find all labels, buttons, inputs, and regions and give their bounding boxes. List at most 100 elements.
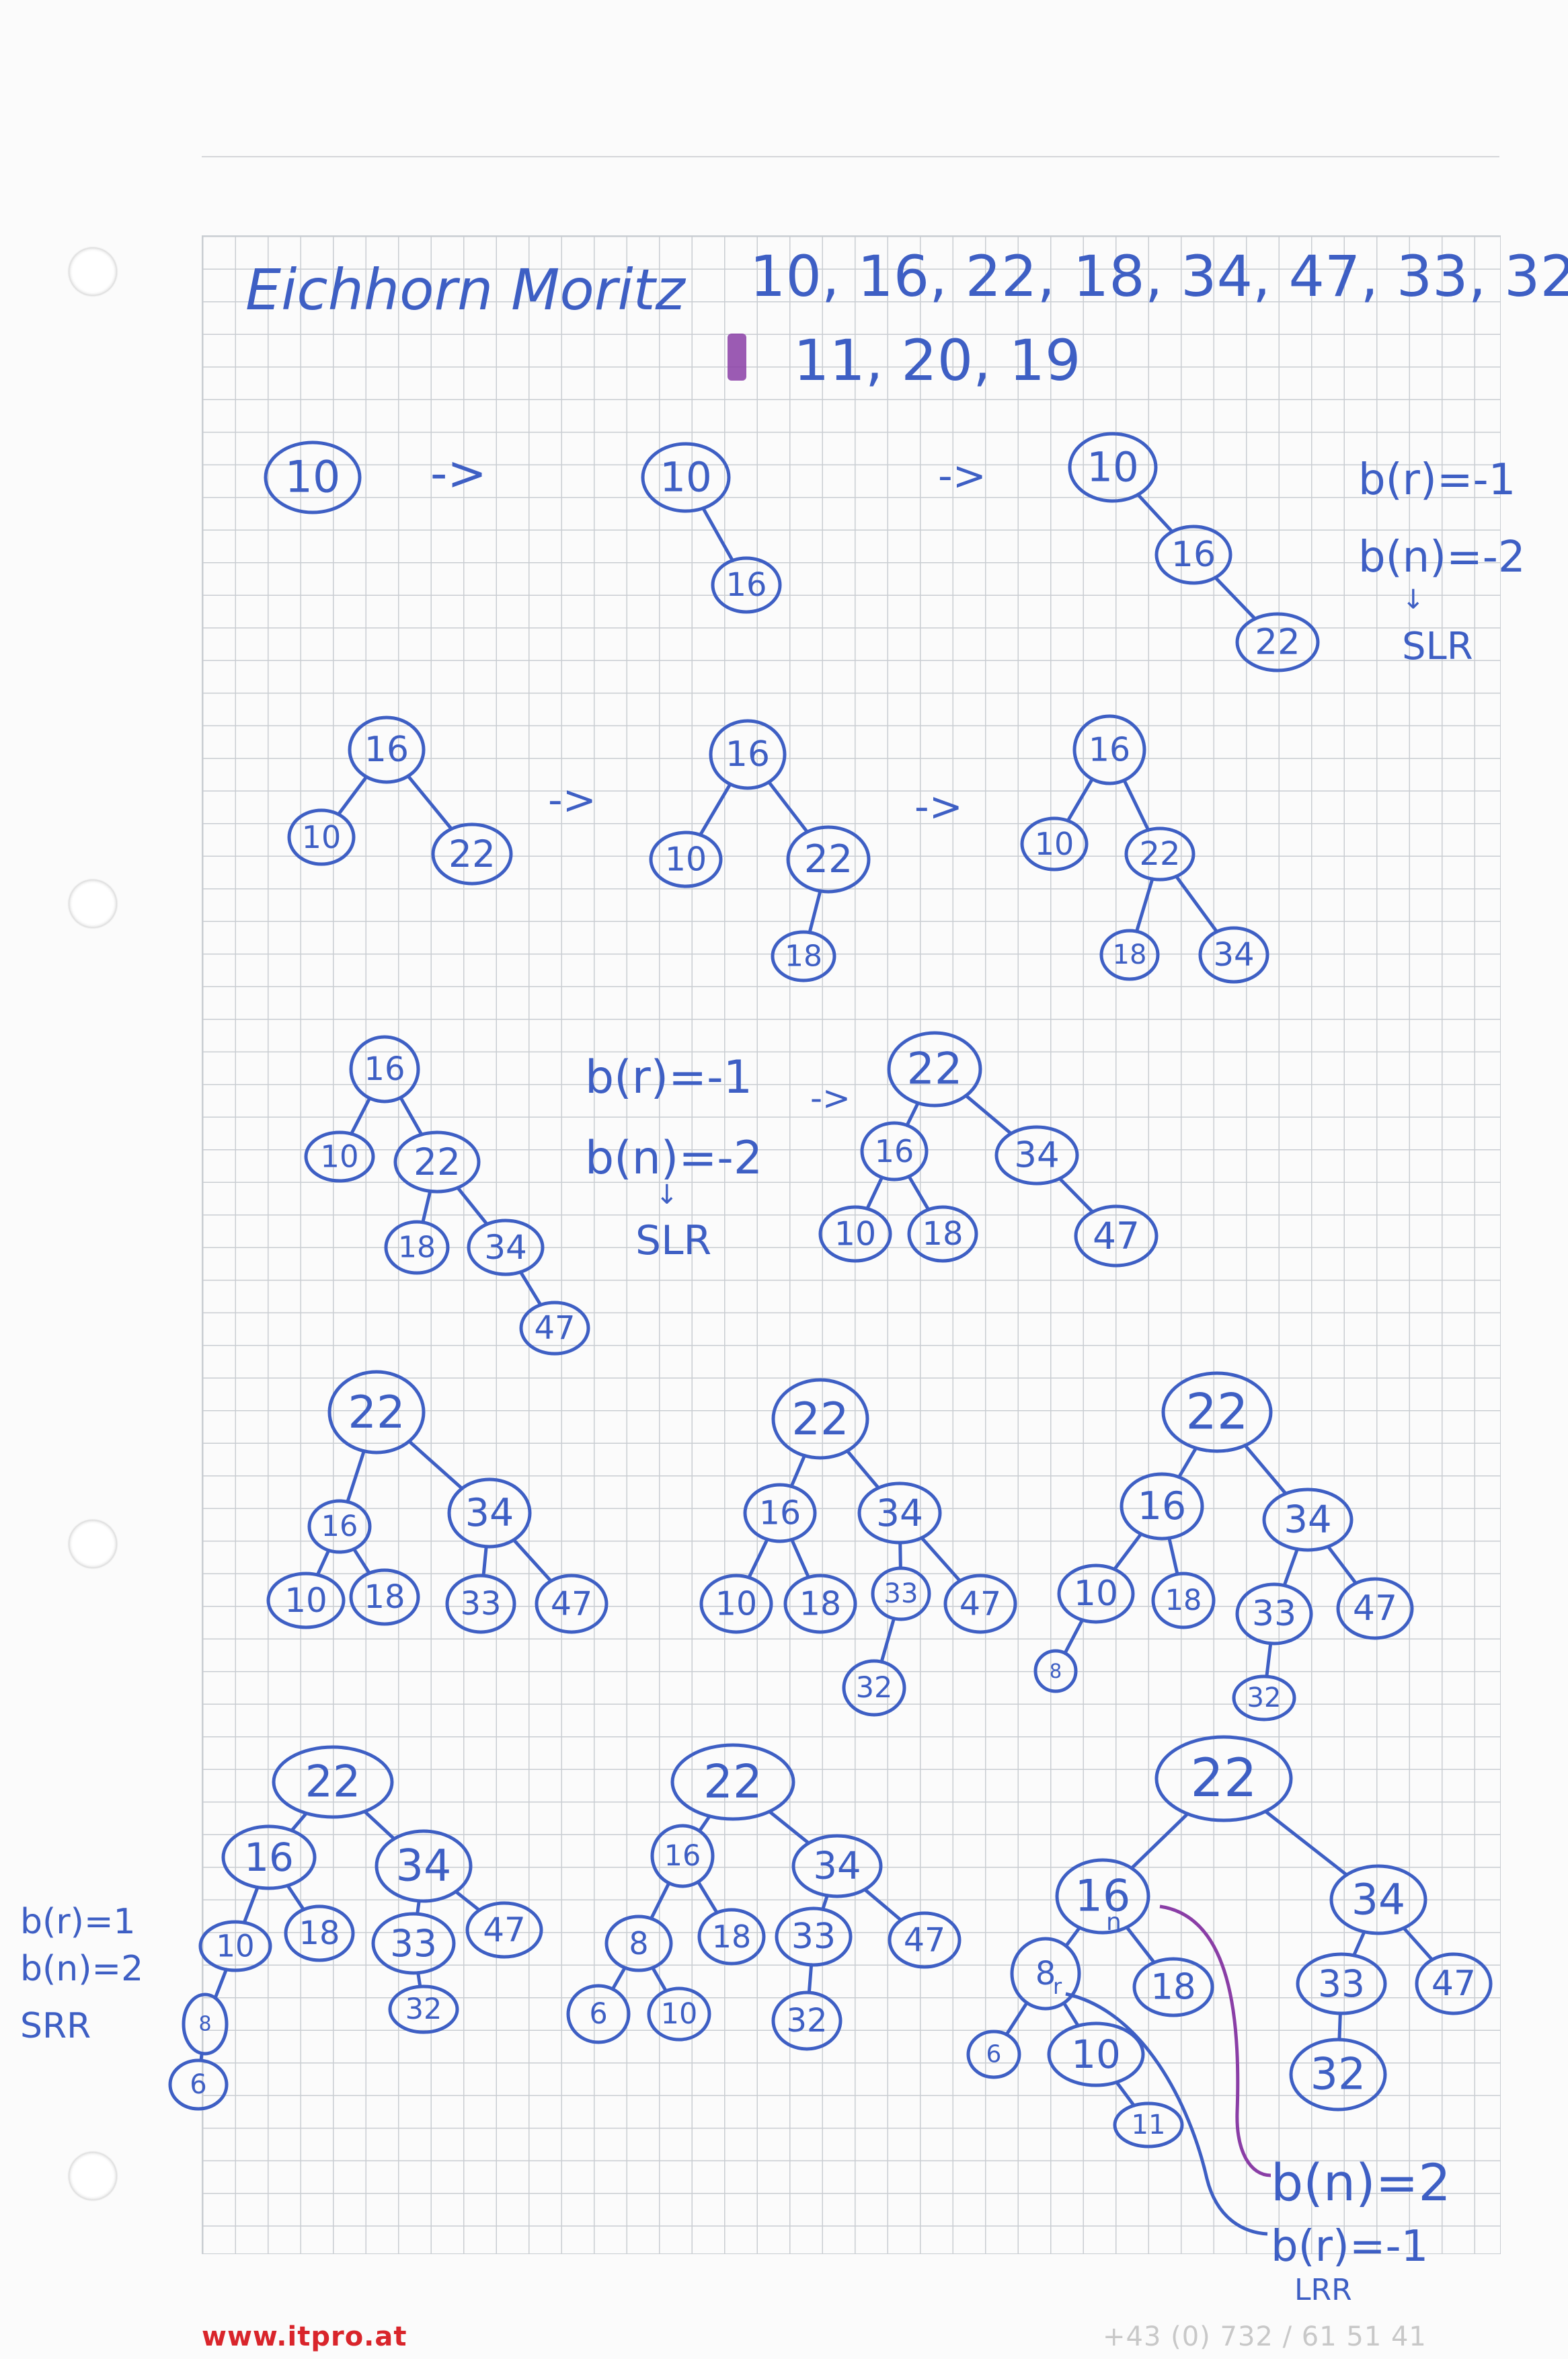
- node-circle: [287, 808, 356, 866]
- node-circle: [1415, 1952, 1493, 2015]
- tree-diagram: 16 10 22 18 34: [1020, 714, 1269, 984]
- tree-edge: [807, 1963, 814, 1995]
- balance-r-2: b(r)=-1: [585, 1051, 752, 1104]
- tree-node: 33: [1296, 1952, 1387, 2015]
- node-label: 18: [712, 1919, 752, 1955]
- node-label: 22: [703, 1755, 762, 1809]
- node-circle: [860, 1121, 929, 1182]
- node-label: 32: [405, 1993, 442, 2026]
- tree-node: 18: [907, 1205, 978, 1263]
- node-circle: [388, 1984, 459, 2034]
- tree-edge: [920, 1536, 962, 1583]
- tree-node: 34: [857, 1481, 942, 1545]
- tree-diagram: 10 16: [641, 442, 782, 614]
- sequence-line-1: 10, 16, 22, 18, 34, 47, 33, 32, 8, 6,: [750, 243, 1568, 309]
- tree-node: 18: [783, 1574, 857, 1634]
- tree-edge: [1265, 1641, 1273, 1678]
- node-label: 34: [1284, 1498, 1331, 1542]
- node-label: 6: [190, 2069, 206, 2100]
- node-circle: [266, 1572, 346, 1629]
- balance-n-2: b(n)=-2: [585, 1132, 762, 1185]
- node-circle: [1074, 1204, 1159, 1268]
- node-circle: [1296, 1952, 1387, 2015]
- node-circle: [1057, 1563, 1135, 1624]
- node-circle: [791, 1834, 883, 1898]
- node-circle: [168, 2058, 229, 2111]
- tree-edge: [1058, 1177, 1095, 1214]
- punch-hole: [69, 247, 117, 296]
- node-label: 22: [348, 1386, 405, 1438]
- tree-node: 34: [447, 1477, 532, 1549]
- tree-node: 47: [1336, 1577, 1414, 1640]
- tree-edge: [1177, 1446, 1198, 1479]
- node-label: 10: [320, 1139, 358, 1175]
- tree-node: 16: [1154, 525, 1232, 585]
- tree-node: 10: [641, 442, 731, 513]
- node-circle: [699, 1574, 773, 1634]
- node-label: 47: [483, 1910, 526, 1949]
- tree-node: 6: [566, 1984, 631, 2044]
- tree-node: 16: [709, 719, 787, 790]
- tree-diagram: 22 16 34 10 18 47: [818, 1031, 1159, 1268]
- tree-edge: [863, 1888, 903, 1922]
- tree-edge: [407, 1439, 464, 1490]
- tree-edge: [698, 782, 732, 837]
- node-label: 47: [904, 1921, 945, 1960]
- node-circle: [349, 1035, 420, 1104]
- tree-edge: [315, 1548, 331, 1577]
- node-label: 18: [364, 1578, 405, 1616]
- tree-edge: [1326, 1545, 1358, 1585]
- node-label: 11: [1132, 2110, 1166, 2140]
- tree-node: 22: [670, 1743, 795, 1821]
- tree-node: 16: [1072, 714, 1146, 785]
- footer-phone: +43 (0) 732 / 61 51 41: [1103, 2321, 1427, 2352]
- node-circle: [1010, 1937, 1081, 2011]
- node-circle: [604, 1915, 673, 1972]
- node-circle: [711, 556, 782, 614]
- tree-edge: [790, 1538, 810, 1579]
- node-label: 10: [1087, 444, 1139, 492]
- node-circle: [1329, 1864, 1427, 1935]
- tree-edge: [1337, 2011, 1342, 2042]
- node-circle: [447, 1477, 532, 1549]
- tree-edge: [747, 1537, 769, 1580]
- node-circle: [1154, 1735, 1293, 1822]
- node-label: 16: [1171, 535, 1216, 575]
- node-label: 10: [834, 1215, 876, 1253]
- tree-edge: [821, 1894, 829, 1911]
- node-circle: [771, 1378, 869, 1460]
- tree-node: 22: [1235, 612, 1320, 672]
- tree-edge: [213, 1968, 229, 2000]
- balance-n-3: b(n)=2: [20, 1949, 143, 1989]
- rotation-op-1: SLR: [1402, 625, 1473, 668]
- tree-node: 10: [264, 440, 362, 514]
- tree-node: 34: [1329, 1864, 1427, 1935]
- node-circle: [349, 1568, 420, 1626]
- tree-edge: [1063, 1618, 1085, 1655]
- tree-node: 16: [307, 1499, 372, 1554]
- node-label: 34: [1014, 1135, 1059, 1176]
- tree-node: 10: [1057, 1563, 1135, 1624]
- tree-edge: [349, 1096, 372, 1136]
- tree-edge: [1136, 493, 1174, 534]
- tree-node: 10: [304, 1130, 375, 1183]
- node-label: 22: [804, 837, 853, 882]
- node-label: 8: [198, 2013, 211, 2036]
- tree-edge: [1115, 2080, 1136, 2107]
- tree-edge: [290, 1811, 309, 1832]
- tree-edge: [416, 1971, 422, 1988]
- node-label: 33: [1318, 1962, 1365, 2005]
- node-circle: [284, 1904, 355, 1962]
- rotation-op-4: LRR: [1294, 2273, 1352, 2307]
- tree-node: 18: [384, 1220, 450, 1275]
- tree-edge: [789, 1454, 807, 1488]
- tree-node: 22: [1124, 826, 1195, 882]
- node-label: 34: [465, 1491, 514, 1535]
- tree-node: 10: [266, 1572, 346, 1629]
- node-label: 47: [551, 1585, 592, 1623]
- node-circle: [384, 1220, 450, 1275]
- tree-node: 10: [1068, 432, 1158, 503]
